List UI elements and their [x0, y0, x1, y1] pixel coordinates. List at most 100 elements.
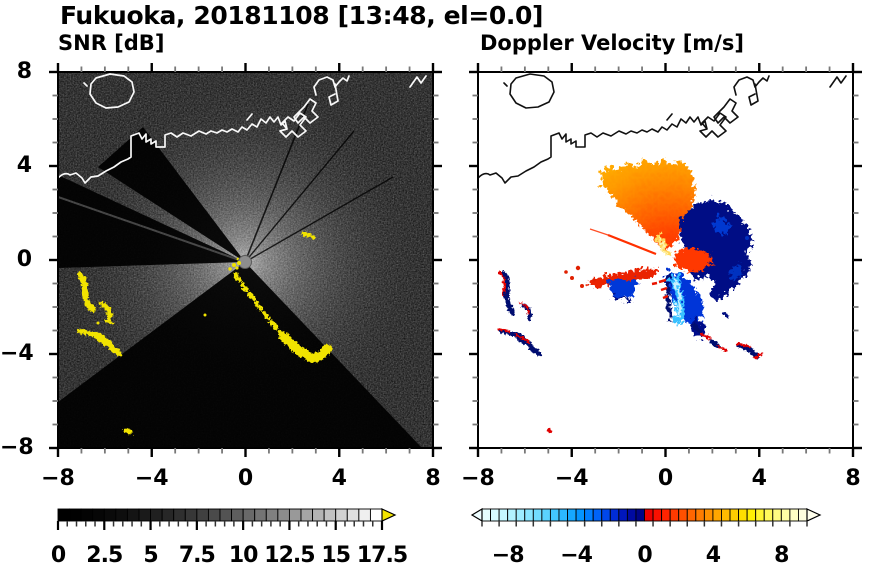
colorbar-segment	[729, 508, 740, 522]
colorbar-segment	[126, 508, 140, 522]
colorbar-segment	[575, 508, 586, 522]
colorbar-segment	[721, 508, 731, 522]
colorbar-segment	[161, 508, 175, 522]
colorbar-segment	[57, 508, 71, 522]
colorbar-segment	[219, 508, 233, 522]
y-tick-label: 4	[16, 153, 32, 178]
snr-x-tick-label: 4	[331, 466, 347, 491]
colorbar-segment	[635, 508, 645, 522]
colorbar-segment	[567, 508, 577, 522]
colorbar-segment	[755, 508, 765, 522]
y-tick-label: −8	[0, 435, 34, 460]
center-specks	[235, 261, 241, 270]
velocity-colorbar-label: −8	[491, 543, 525, 568]
snr-panel	[49, 63, 442, 457]
colorbar-segment	[678, 508, 688, 522]
snr-x-tick-label: 8	[425, 466, 441, 491]
velocity-colorbar-label: 0	[637, 543, 652, 568]
snr-field	[58, 72, 433, 448]
snr-colorbar-label: 5	[143, 543, 158, 568]
colorbar-segment	[92, 508, 105, 522]
velocity-colorbar-label: 4	[705, 543, 721, 568]
colorbar-segment	[515, 508, 526, 522]
colorbar-segment	[524, 508, 534, 522]
snr-colorbar	[56, 508, 397, 530]
colorbar-overflow-arrow	[806, 508, 822, 522]
colorbar-segment	[541, 508, 551, 522]
snr-colorbar-label: 12.5	[264, 543, 315, 568]
red-radial-line	[589, 228, 657, 256]
colorbar-segment	[231, 508, 244, 522]
colorbar-segment	[652, 508, 663, 522]
colorbar-segment	[695, 508, 705, 522]
colorbar-overflow-arrow	[381, 508, 397, 522]
colorbar-segment	[686, 508, 697, 522]
red-patch-east	[671, 246, 710, 270]
fan-tail	[688, 312, 704, 338]
figure-title: Fukuoka, 20181108 [13:48, el=0.0]	[60, 1, 543, 30]
colorbar-segment	[789, 508, 799, 522]
colorbar-underflow-arrow	[470, 507, 483, 523]
cyan-core-bright	[671, 276, 678, 314]
colorbar-segment	[254, 508, 267, 522]
navy-fringe	[607, 292, 629, 300]
colorbar-segment	[265, 508, 279, 522]
snr-colorbar-label: 10	[228, 543, 259, 568]
colorbar-segment	[312, 508, 325, 522]
velocity-panel-title: Doppler Velocity [m/s]	[480, 31, 744, 55]
colorbar-segment	[196, 508, 209, 522]
colorbar-segment	[703, 508, 714, 522]
colorbar-segment	[532, 508, 543, 522]
clutter-west	[496, 269, 541, 356]
velocity-x-tick-label: 0	[657, 466, 674, 491]
colorbar-segment	[644, 508, 654, 522]
colorbar-segment	[746, 508, 757, 522]
snr-colorbar-label: 2.5	[86, 543, 123, 568]
colorbar-segment	[277, 508, 290, 522]
blue-patch	[710, 212, 728, 234]
high-snr-specks	[96, 257, 240, 325]
red-arm-wsw	[584, 265, 656, 284]
colorbar-segment	[288, 508, 302, 522]
coastline	[58, 73, 427, 184]
colorbar-segment	[335, 508, 348, 522]
colorbar-segment	[601, 508, 611, 522]
colorbar-segment	[346, 508, 360, 522]
colorbar-segment	[626, 508, 637, 522]
snr-panel-title: SNR [dB]	[58, 31, 165, 55]
colorbar-segment	[490, 508, 500, 522]
colorbar-segment	[712, 508, 722, 522]
colorbar-segment	[592, 508, 603, 522]
colorbar-segment	[481, 508, 492, 522]
velocity-colorbar	[470, 507, 822, 527]
snr-x-tick-label: 0	[237, 466, 254, 491]
y-tick-label: −4	[0, 341, 34, 366]
snr-colorbar-label: 0	[50, 543, 66, 568]
colorbar-segment	[507, 508, 517, 522]
velocity-colorbar-label: 8	[774, 543, 789, 568]
colorbar-segment	[797, 508, 808, 522]
colorbar-segment	[115, 508, 128, 522]
colorbar-segment	[80, 508, 94, 522]
colorbar-segment	[738, 508, 748, 522]
colorbar-segment	[558, 508, 568, 522]
colorbar-segment	[584, 508, 594, 522]
colorbar-segment	[323, 508, 337, 522]
colorbar-segment	[498, 508, 509, 522]
snr-colorbar-label: 17.5	[356, 543, 408, 568]
colorbar-segment	[173, 508, 186, 522]
velocity-axis-ticks	[469, 63, 862, 457]
red-speck-south	[546, 427, 553, 434]
colorbar-segment	[242, 508, 256, 522]
positive-velocity-fan	[597, 156, 692, 248]
colorbar-segment	[103, 508, 117, 522]
snr-x-tick-label: −8	[41, 466, 75, 491]
blue-patch	[726, 260, 740, 278]
snr-axis-ticks	[49, 63, 442, 457]
velocity-echoes	[584, 156, 750, 338]
velocity-x-tick-label: 4	[751, 466, 767, 491]
high-snr-echoes	[75, 230, 331, 434]
colorbar-segment	[661, 508, 671, 522]
colorbar-segment	[549, 508, 560, 522]
